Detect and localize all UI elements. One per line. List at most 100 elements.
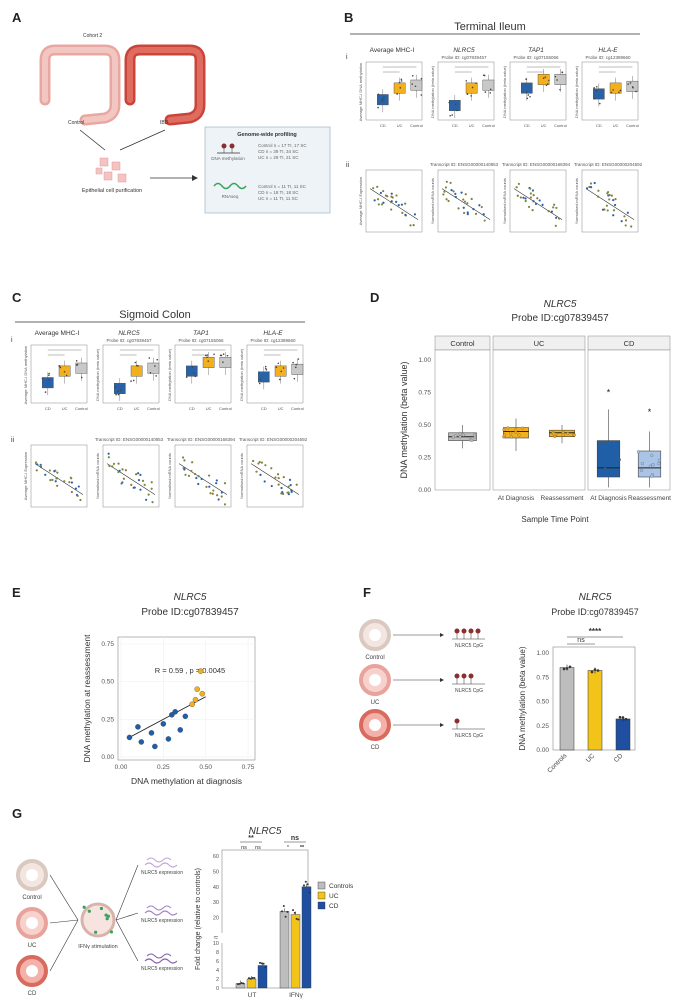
box-uc <box>537 73 550 85</box>
data-point <box>613 203 617 207</box>
arrow-line <box>115 919 139 962</box>
data-point <box>420 77 423 80</box>
box-uc <box>465 82 478 94</box>
data-point <box>282 475 285 479</box>
control-group-label: Control <box>68 120 84 126</box>
data-point <box>289 484 292 487</box>
y-axis-label: Normalised mRNA counts <box>574 178 579 224</box>
data-point <box>121 468 124 471</box>
box-control <box>147 362 160 374</box>
bar-uc <box>246 978 257 989</box>
data-point <box>251 976 254 979</box>
data-point <box>462 198 465 201</box>
data-point <box>134 361 137 364</box>
data-point <box>217 498 220 501</box>
transcript-id: Transcript ID: ENSG00000140853 <box>430 162 499 167</box>
data-point <box>154 365 156 367</box>
data-point <box>193 372 195 374</box>
data-point <box>461 433 466 437</box>
data-point <box>117 390 119 393</box>
data-point <box>303 884 305 887</box>
data-point <box>400 203 404 206</box>
data-point <box>280 486 283 490</box>
data-point <box>44 391 47 393</box>
cohort-label: Cohort 2 <box>83 33 102 39</box>
box-control <box>554 73 567 85</box>
data-point <box>293 377 296 380</box>
data-point <box>552 206 555 209</box>
group-label: Control <box>365 655 384 661</box>
gene-name: NLRC5 <box>118 330 140 337</box>
arrow-line <box>49 919 79 924</box>
data-point <box>184 473 187 476</box>
data-point <box>216 494 219 497</box>
gene-name: NLRC5 <box>453 47 475 54</box>
significance-label: ns <box>291 835 299 842</box>
data-point <box>603 468 607 472</box>
data-point <box>220 495 223 498</box>
data-point <box>606 190 610 194</box>
data-point <box>612 214 615 217</box>
data-point <box>527 94 530 96</box>
data-point <box>76 494 79 497</box>
arrow-head <box>440 633 444 637</box>
x-tick-label: Control <box>147 406 160 411</box>
data-point <box>200 477 203 481</box>
correlation-annotation: R = 0.59 , p = 0.0045 <box>155 666 225 675</box>
rnaseq-label: RNAseq <box>222 194 239 199</box>
gene-name: HLA-E <box>598 47 618 54</box>
data-point <box>404 202 407 205</box>
data-point <box>220 491 223 494</box>
data-point <box>603 442 607 446</box>
rnaseq-count: Control n = 11 TI, 11 SC <box>258 184 307 189</box>
mrna-wave-icon <box>146 857 172 863</box>
chart-title: NLRC5 <box>579 592 612 603</box>
data-point <box>615 471 619 475</box>
data-point <box>53 470 56 473</box>
data-point <box>48 469 51 472</box>
data-point <box>75 359 78 362</box>
cpg-label: NLRC5 CpG <box>455 688 483 694</box>
expression-label: NLRC5 expression <box>141 870 183 876</box>
y-axis-label: DNA methylation (beta value) <box>239 348 244 401</box>
data-point <box>657 462 661 466</box>
data-point <box>608 193 611 197</box>
transcript-id: Transcript ID: ENSG00000168394 <box>502 162 571 167</box>
box-uc <box>130 365 143 377</box>
x-tick-label: 0.25 <box>157 764 170 771</box>
data-point <box>63 370 66 373</box>
data-point <box>597 195 600 198</box>
data-point <box>262 962 265 965</box>
data-point <box>114 386 117 389</box>
bar-controls <box>279 911 290 989</box>
ibd-colon-icon <box>124 44 206 126</box>
data-point <box>48 372 50 375</box>
y-tick-label: 20 <box>213 916 219 922</box>
box-cd <box>448 100 461 111</box>
data-point <box>452 190 455 193</box>
data-point <box>187 474 191 477</box>
data-point <box>290 489 293 492</box>
data-point <box>80 376 83 379</box>
data-point <box>223 503 227 506</box>
data-point <box>222 361 224 363</box>
data-point <box>139 488 142 491</box>
data-point <box>554 224 557 227</box>
bar-cd <box>301 886 312 989</box>
data-point <box>550 210 554 213</box>
data-point <box>260 461 264 464</box>
box-cd <box>185 365 198 377</box>
data-point <box>420 94 423 96</box>
data-point <box>258 460 261 464</box>
data-point <box>398 81 401 84</box>
x-tick-label: Reassessment <box>628 495 671 502</box>
box-control <box>410 79 423 91</box>
data-point <box>502 433 507 437</box>
data-point <box>135 724 141 730</box>
data-point <box>458 435 462 439</box>
data-point <box>383 97 385 99</box>
row-label: ii <box>11 437 15 444</box>
methylation-count: Control n = 17 TI, 17 SC <box>258 143 307 148</box>
data-point <box>466 202 469 205</box>
section-title: Sigmoid Colon <box>119 309 191 321</box>
